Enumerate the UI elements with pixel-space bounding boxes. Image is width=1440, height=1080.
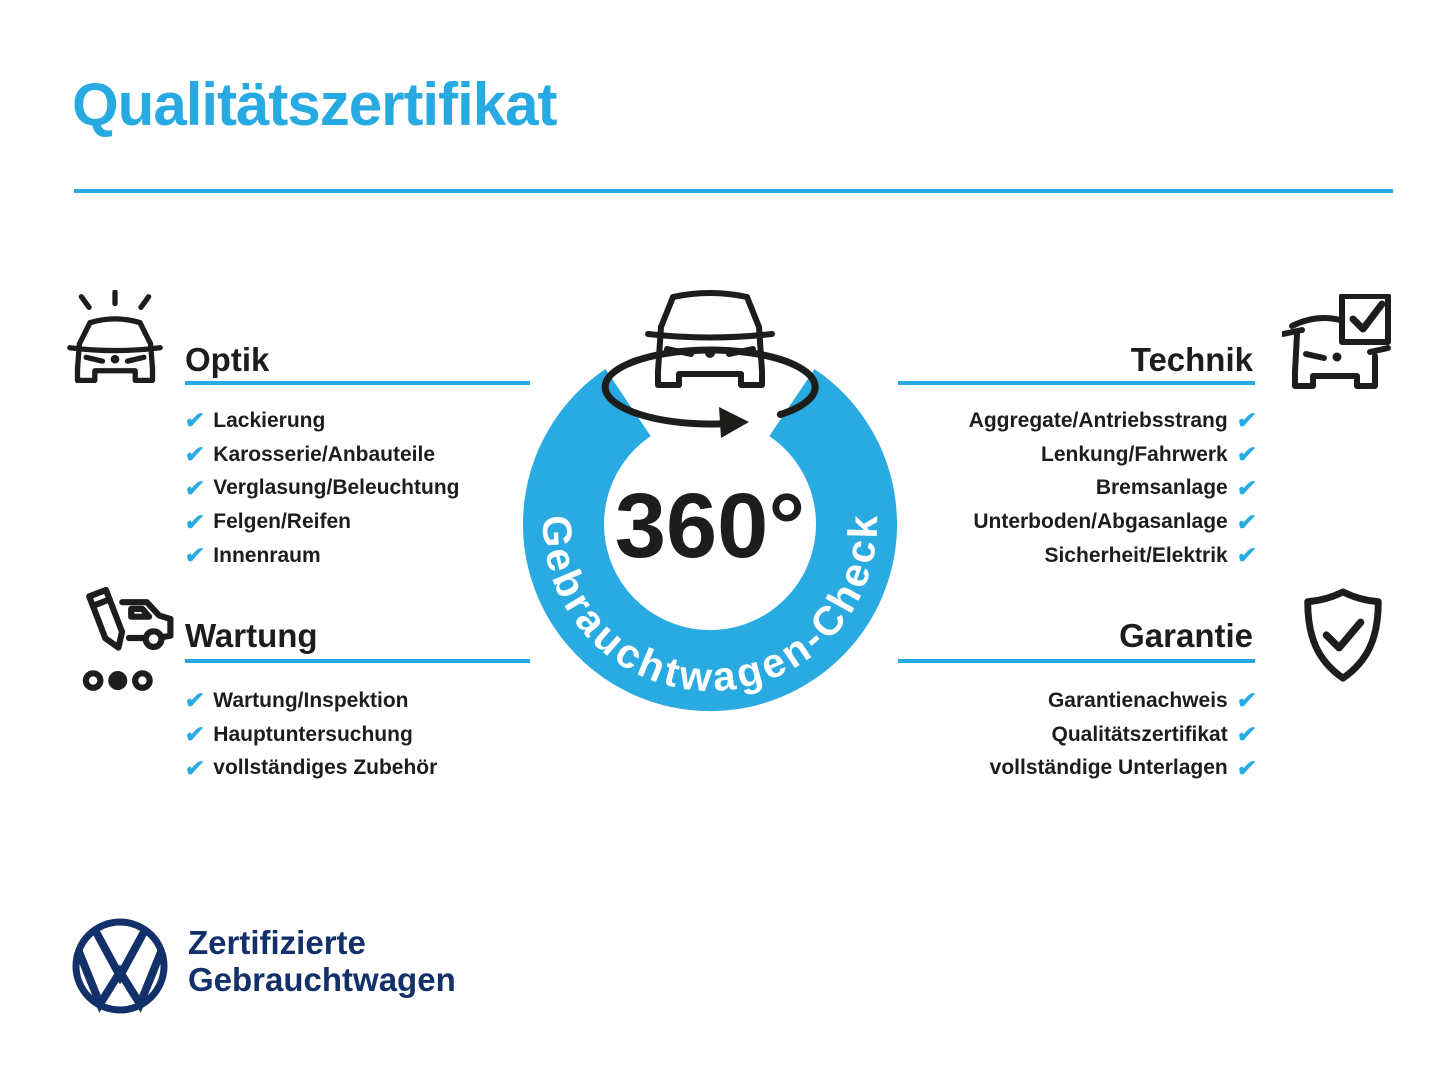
brand-line-1: Zertifizierte: [188, 924, 366, 961]
section-title-garantie: Garantie: [1119, 617, 1253, 654]
check-icon: ✔: [183, 474, 206, 501]
shield-check-icon: [1294, 586, 1392, 688]
list-item-label: Bremsanlage: [1095, 476, 1228, 500]
degree-label: 360°: [615, 475, 805, 577]
list-item-label: Hauptuntersuchung: [213, 722, 413, 746]
list-item: vollständige Unterlagen ✔: [856, 752, 1258, 786]
check-icon: ✔: [1235, 474, 1258, 501]
check-icon: ✔: [183, 441, 206, 468]
brand-line-2: Gebrauchtwagen: [188, 961, 456, 998]
check-icon: ✔: [1235, 508, 1258, 535]
list-item-label: Unterboden/Abgasanlage: [973, 510, 1228, 534]
list-item: Bremsanlage ✔: [856, 472, 1258, 506]
list-item-label: vollständiges Zubehör: [213, 756, 438, 780]
list-item: ✔ Lackierung: [183, 404, 460, 438]
section-title-wartung: Wartung: [185, 617, 318, 654]
list-item-label: Verglasung/Beleuchtung: [213, 476, 460, 500]
ring-shape: [523, 369, 897, 711]
section-rule-optik: [185, 381, 530, 385]
list-item: Lenkung/Fahrwerk ✔: [856, 438, 1258, 472]
list-item: ✔ vollständiges Zubehör: [183, 752, 438, 786]
list-item: ✔ Innenraum: [183, 539, 460, 573]
car-front-shine-icon: [56, 290, 174, 390]
car-checkbox-icon: [1282, 294, 1394, 394]
check-icon: ✔: [1235, 407, 1258, 434]
list-item-label: Sicherheit/Elektrik: [1044, 543, 1228, 567]
brand-wordmark: Zertifizierte Gebrauchtwagen: [188, 924, 456, 998]
list-item-label: Aggregate/Antriebsstrang: [968, 408, 1228, 432]
section-rule-technik: [898, 381, 1255, 385]
list-item: ✔ Wartung/Inspektion: [183, 684, 437, 718]
vw-logo: [70, 916, 170, 1016]
check-icon: ✔: [183, 407, 206, 434]
list-item-label: Lenkung/Fahrwerk: [1041, 442, 1228, 466]
check-icon: ✔: [183, 721, 206, 748]
list-item-label: Karosserie/Anbauteile: [213, 442, 436, 466]
list-item-label: vollständige Unterlagen: [989, 756, 1228, 780]
list-item: Aggregate/Antriebsstrang ✔: [856, 404, 1258, 438]
optik-checklist: ✔ Lackierung ✔ Karosserie/Anbauteile ✔ Verg…: [183, 404, 460, 573]
list-item-label: Felgen/Reifen: [213, 510, 351, 534]
list-item: Sicherheit/Elektrik ✔: [856, 539, 1258, 573]
check-icon: ✔: [183, 508, 206, 535]
list-item: Garantienachweis ✔: [856, 684, 1258, 718]
pencil-car-checklist-icon: [64, 582, 176, 694]
car-360-rotation-icon: [601, 290, 819, 438]
technik-checklist: Aggregate/Antriebsstrang ✔ Lenkung/Fahrwe…: [856, 404, 1258, 573]
garantie-checklist: Garantienachweis ✔ Qualitätszertifikat ✔ v…: [856, 684, 1258, 786]
section-rule-wartung: [185, 659, 530, 663]
check-icon: ✔: [183, 687, 206, 714]
check-icon: ✔: [1235, 754, 1258, 781]
list-item: ✔ Felgen/Reifen: [183, 505, 460, 539]
section-rule-garantie: [898, 659, 1255, 663]
list-item-label: Garantienachweis: [1047, 688, 1228, 712]
section-title-technik: Technik: [1130, 341, 1253, 378]
page-title: Qualitätszertifikat: [72, 71, 557, 138]
check-icon: ✔: [1235, 721, 1258, 748]
check-icon: ✔: [1235, 687, 1258, 714]
center-360-badge: Gebrauchtwagen-Check 360°: [495, 265, 925, 730]
list-item-label: Qualitätszertifikat: [1051, 722, 1228, 746]
list-item: Unterboden/Abgasanlage ✔: [856, 505, 1258, 539]
list-item-label: Lackierung: [213, 408, 326, 432]
list-item: Qualitätszertifikat ✔: [856, 718, 1258, 752]
list-item: ✔ Hauptuntersuchung: [183, 718, 437, 752]
list-item-label: Wartung/Inspektion: [213, 688, 409, 712]
check-icon: ✔: [183, 754, 206, 781]
list-item: ✔ Karosserie/Anbauteile: [183, 438, 460, 472]
section-title-optik: Optik: [185, 341, 270, 378]
check-icon: ✔: [1235, 441, 1258, 468]
list-item: ✔ Verglasung/Beleuchtung: [183, 472, 460, 506]
check-icon: ✔: [183, 542, 206, 569]
wartung-checklist: ✔ Wartung/Inspektion ✔ Hauptuntersuchung ✔…: [183, 684, 438, 786]
list-item-label: Innenraum: [213, 543, 321, 567]
check-icon: ✔: [1235, 542, 1258, 569]
title-divider: [74, 189, 1393, 193]
